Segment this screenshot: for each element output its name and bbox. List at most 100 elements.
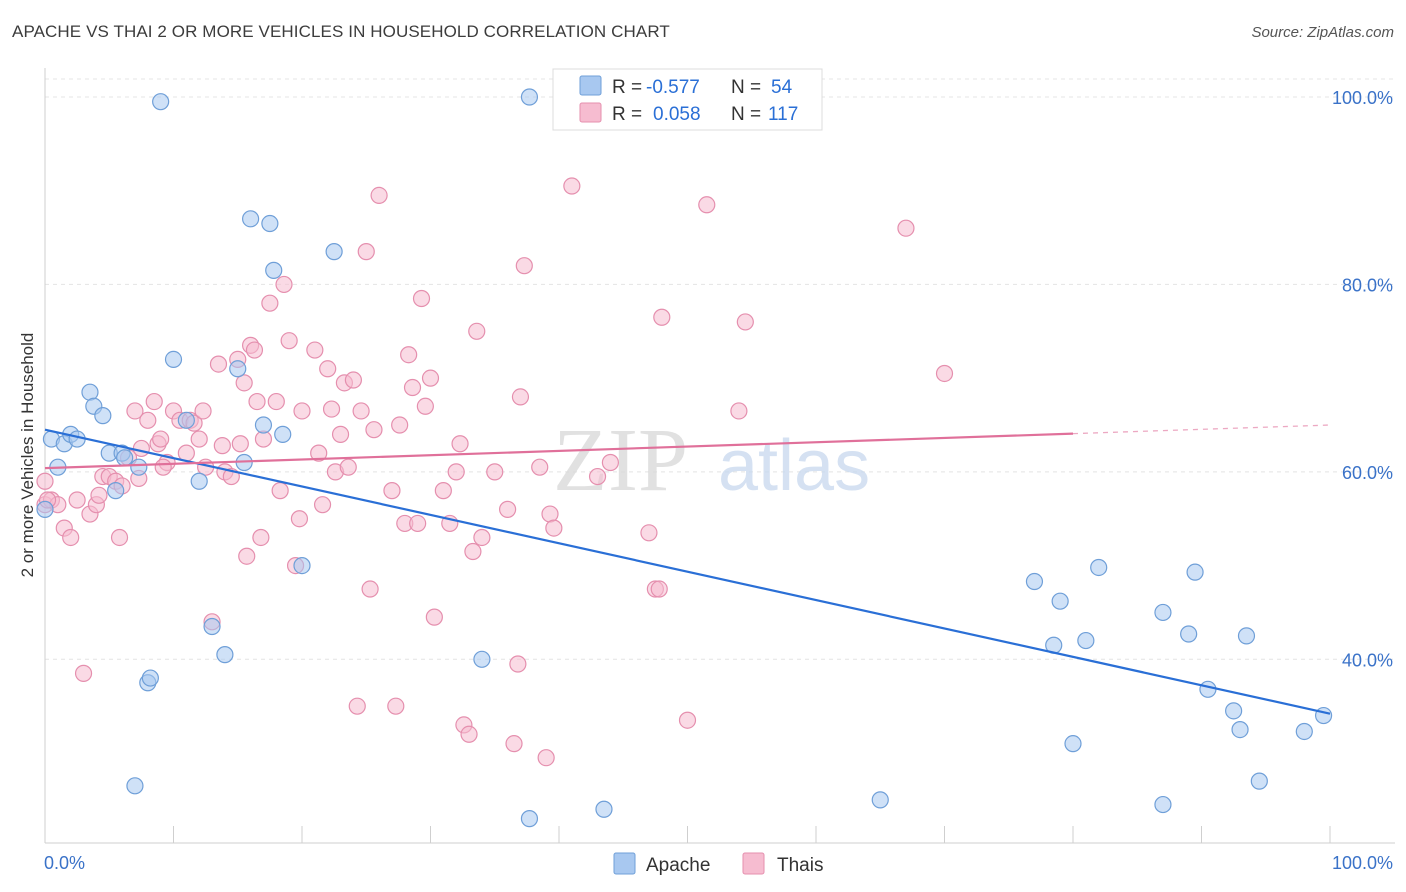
thais-point	[537, 749, 555, 767]
legend-thai-swatch[interactable]	[742, 852, 765, 875]
thais-point	[425, 608, 443, 626]
x-tick-label: 100.0%	[1332, 853, 1393, 873]
thais-point	[511, 388, 530, 406]
apache-point	[1231, 720, 1249, 739]
apache-point	[229, 360, 247, 378]
thais-point	[403, 378, 422, 397]
thais-point	[365, 421, 383, 439]
thais-point	[74, 664, 93, 682]
thais-point	[468, 322, 486, 340]
apache-n-value: 54	[771, 77, 793, 98]
apache-point	[216, 646, 234, 664]
apache-r-value: -0.577	[646, 77, 700, 98]
thais-point	[736, 313, 754, 331]
thais-point	[563, 177, 581, 195]
apache-point	[242, 210, 260, 228]
thai-n-label: N =	[731, 104, 761, 125]
thais-point	[280, 332, 298, 350]
thais-point	[400, 346, 418, 364]
thais-point	[348, 697, 366, 715]
axes	[44, 68, 1395, 844]
thais-point	[152, 430, 170, 448]
thais-point	[451, 435, 469, 453]
thais-point	[36, 472, 54, 490]
legend-apache-swatch[interactable]	[613, 852, 636, 875]
thais-point	[68, 491, 86, 509]
thais-point	[339, 458, 357, 476]
thais-point	[209, 355, 228, 373]
thais-point	[515, 257, 533, 275]
thais-point	[531, 458, 549, 476]
apache-point	[130, 458, 148, 476]
apache-point	[164, 350, 183, 369]
thais-point	[194, 402, 212, 420]
thais-point	[897, 219, 915, 237]
apache-point	[595, 800, 613, 818]
apache-point	[1051, 592, 1069, 610]
apache-points	[36, 88, 1333, 828]
thais-point	[344, 371, 362, 389]
thais-point	[267, 392, 285, 411]
thais-point	[434, 482, 452, 500]
apache-point	[81, 383, 99, 401]
thais-point	[387, 697, 405, 715]
apache-point	[274, 425, 292, 443]
y-tick-label: 60.0%	[1342, 463, 1393, 483]
thais-trend-line	[44, 432, 1074, 470]
apache-point	[1199, 680, 1217, 698]
thais-point	[248, 392, 266, 411]
thais-point	[126, 402, 144, 420]
apache-point	[265, 261, 283, 279]
thais-trend-extension	[1072, 424, 1331, 435]
apache-point	[152, 93, 170, 111]
thais-point	[650, 580, 668, 598]
thai-stats-swatch	[579, 102, 602, 123]
apache-point	[254, 416, 273, 434]
thais-point	[275, 275, 293, 294]
x-tick-label: 0.0%	[44, 853, 85, 873]
apache-point	[1237, 627, 1256, 645]
apache-point	[116, 449, 134, 467]
thais-point	[352, 402, 370, 420]
thais-point	[935, 364, 954, 383]
apache-point	[1090, 558, 1108, 577]
apache-point	[1250, 772, 1268, 790]
thais-point	[139, 411, 157, 429]
thais-point	[235, 374, 253, 392]
apache-point	[1025, 572, 1044, 591]
thais-point	[293, 402, 311, 420]
watermark-atlas: atlas	[718, 426, 870, 506]
thais-point	[698, 196, 716, 214]
watermark-zip: ZIP	[553, 411, 688, 510]
apache-point	[1186, 563, 1204, 581]
thais-point	[245, 341, 264, 359]
thais-point	[678, 711, 697, 729]
apache-r-label: R =	[612, 77, 642, 98]
bottom-legend: Apache Thais	[613, 852, 823, 876]
apache-point	[94, 407, 112, 425]
apache-point	[126, 777, 144, 795]
thais-point	[261, 294, 279, 312]
thais-point	[190, 430, 208, 448]
thais-point	[132, 439, 150, 458]
apache-point	[141, 669, 159, 687]
legend-thai-label[interactable]: Thais	[777, 855, 823, 876]
legend-apache-label[interactable]: Apache	[646, 855, 710, 876]
apache-stats-swatch	[579, 75, 602, 96]
apache-point	[1077, 631, 1095, 650]
apache-point	[107, 482, 125, 500]
thais-point	[486, 463, 504, 481]
apache-point	[520, 810, 539, 828]
thais-point	[640, 524, 658, 542]
thais-point	[416, 397, 434, 415]
apache-point	[1180, 625, 1198, 643]
thais-point	[145, 392, 163, 411]
thais-point	[509, 655, 527, 673]
thais-point	[730, 402, 748, 420]
apache-point	[1154, 795, 1172, 814]
apache-point	[325, 243, 343, 261]
thais-point	[154, 458, 172, 476]
apache-point	[177, 411, 195, 429]
y-tick-label: 100.0%	[1332, 88, 1393, 108]
